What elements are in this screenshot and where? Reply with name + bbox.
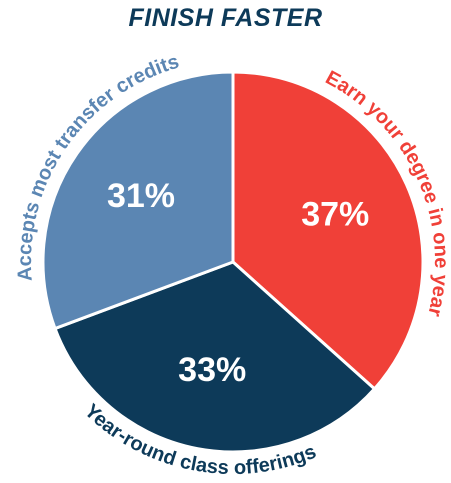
value-label-earn-your-degree-in-one-year: 37% xyxy=(301,195,369,233)
value-label-year-round-class-offerings: 33% xyxy=(178,351,246,389)
pie-slice-earn-your-degree-in-one-year xyxy=(231,70,425,391)
pie-slice-year-round-class-offerings xyxy=(53,260,377,454)
pie-slice-accepts-most-transfer-credits xyxy=(41,70,235,331)
value-label-accepts-most-transfer-credits: 31% xyxy=(107,177,175,215)
chart-title: FINISH FASTER xyxy=(128,4,323,32)
